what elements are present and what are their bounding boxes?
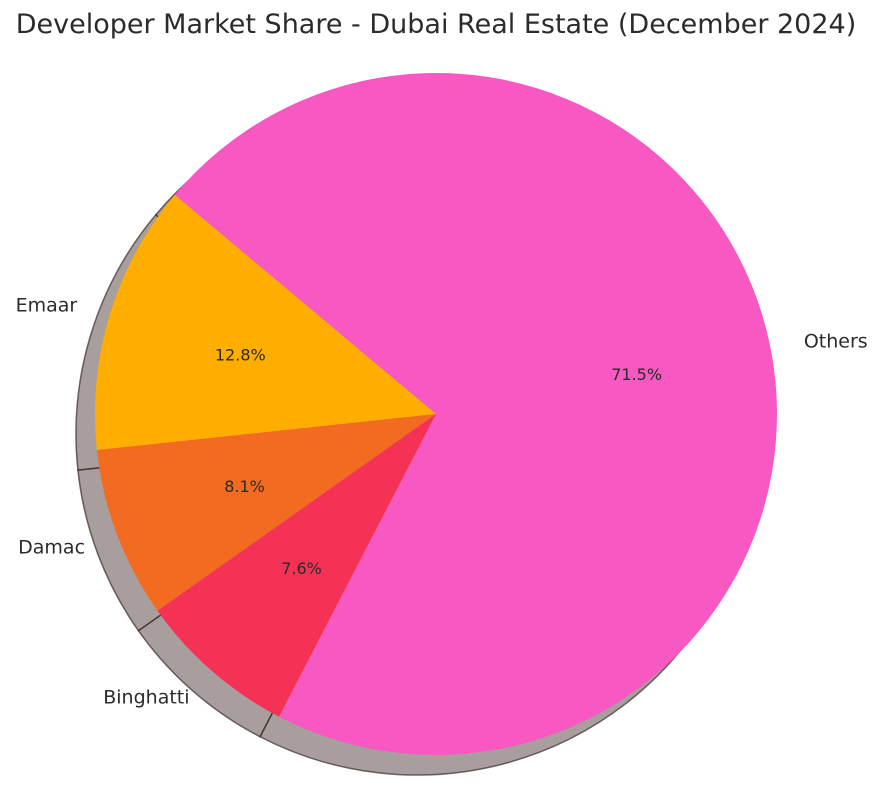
percent-label-damac: 8.1%	[224, 477, 265, 496]
slice-others	[174, 73, 778, 756]
chart-title: Developer Market Share - Dubai Real Esta…	[16, 9, 857, 40]
percent-label-emaar: 12.8%	[215, 345, 266, 364]
label-binghatti: Binghatti	[103, 687, 189, 709]
slice-binghatti	[157, 414, 436, 717]
slice-emaar	[94, 194, 436, 451]
label-others: Others	[804, 331, 868, 353]
percent-label-binghatti: 7.6%	[281, 559, 322, 578]
slice-damac	[96, 414, 436, 611]
label-damac: Damac	[18, 536, 85, 558]
percent-label-others: 71.5%	[611, 365, 662, 384]
label-emaar: Emaar	[16, 295, 78, 317]
